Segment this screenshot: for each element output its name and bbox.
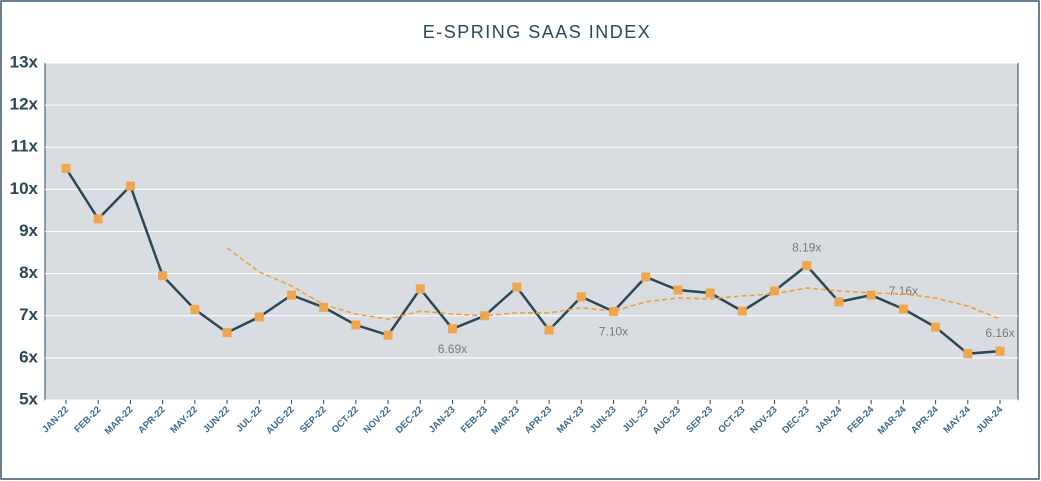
- marker: [576, 292, 586, 302]
- marker: [544, 325, 554, 335]
- marker: [609, 307, 619, 317]
- data-label: 6.16x: [985, 326, 1014, 340]
- marker: [190, 304, 200, 314]
- marker: [866, 290, 876, 300]
- y-tick-label: 8x: [19, 263, 38, 282]
- marker: [158, 271, 168, 281]
- marker: [737, 306, 747, 316]
- marker: [383, 330, 393, 340]
- y-tick-label: 11x: [11, 137, 39, 156]
- marker: [995, 346, 1005, 356]
- marker: [802, 261, 812, 271]
- index-line: [64, 167, 1001, 355]
- marker: [512, 282, 522, 292]
- moving-average-line: [226, 247, 1001, 320]
- marker: [641, 272, 651, 282]
- marker: [415, 284, 425, 294]
- marker: [770, 286, 780, 296]
- data-label: 6.69x: [438, 342, 467, 356]
- data-label: 8.19x: [792, 241, 821, 255]
- marker: [351, 320, 361, 330]
- marker: [254, 312, 264, 322]
- marker: [898, 304, 908, 314]
- marker: [61, 163, 71, 173]
- marker: [673, 285, 683, 295]
- marker: [222, 328, 232, 338]
- data-label: 7.10x: [599, 325, 628, 339]
- chart-title: E-SPRING SAAS INDEX: [423, 22, 652, 42]
- y-tick-label: 7x: [19, 305, 38, 324]
- marker: [125, 181, 135, 191]
- marker: [705, 288, 715, 298]
- marker: [931, 322, 941, 332]
- marker: [963, 349, 973, 359]
- y-tick-label: 12x: [10, 95, 39, 114]
- y-tick-label: 10x: [10, 179, 39, 198]
- marker: [447, 324, 457, 334]
- marker: [286, 290, 296, 300]
- marker: [93, 214, 103, 224]
- marker: [319, 302, 329, 312]
- marker: [834, 297, 844, 307]
- y-tick-label: 13x: [10, 52, 39, 71]
- y-tick-label: 9x: [19, 221, 38, 240]
- y-tick-label: 6x: [19, 347, 38, 366]
- y-tick-label: 5x: [19, 389, 38, 408]
